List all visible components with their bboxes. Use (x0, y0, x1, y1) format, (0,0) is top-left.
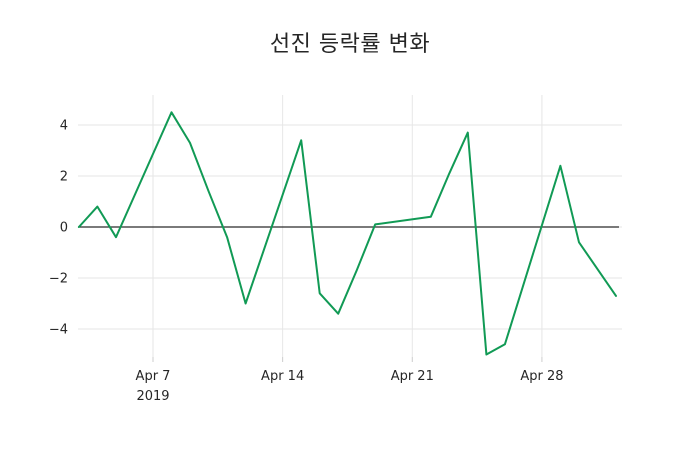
x-tick-label: Apr 14 (261, 369, 304, 384)
y-tick-label: 4 (60, 119, 68, 134)
x-tick-sublabel: 2019 (136, 389, 169, 404)
y-tick-label: 0 (60, 221, 68, 236)
x-tick-label: Apr 21 (391, 369, 434, 384)
y-tick-label: −4 (49, 323, 68, 338)
y-tick-label: 2 (60, 170, 68, 185)
chart-title: 선진 등락률 변화 (269, 32, 431, 57)
x-tick-label: Apr 7 (136, 369, 171, 384)
y-tick-label: −2 (49, 272, 68, 287)
series-line (77, 111, 617, 356)
x-tick-label: Apr 28 (520, 369, 563, 384)
